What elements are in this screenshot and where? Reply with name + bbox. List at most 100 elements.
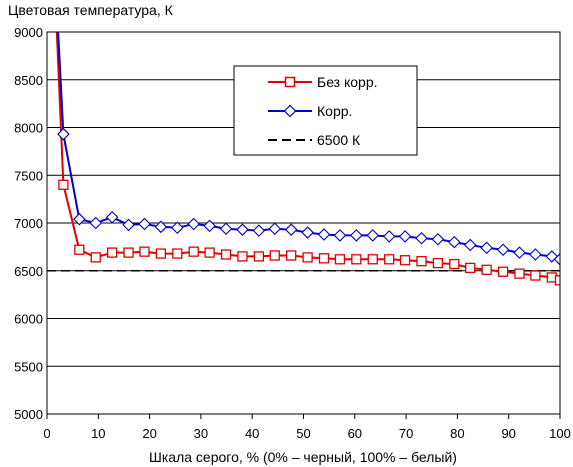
x-tick-label: 100 bbox=[549, 426, 571, 441]
y-tick-label: 6500 bbox=[14, 264, 43, 279]
series-0 bbox=[55, 32, 560, 286]
data-point bbox=[73, 212, 86, 226]
legend-marker-square bbox=[284, 76, 296, 88]
y-tick-label: 9000 bbox=[14, 25, 43, 40]
x-tick-label: 40 bbox=[245, 426, 259, 441]
data-point bbox=[367, 254, 378, 265]
x-tick-label: 70 bbox=[399, 426, 413, 441]
data-point bbox=[286, 250, 297, 261]
data-point bbox=[252, 224, 266, 237]
legend-box bbox=[233, 65, 418, 156]
x-tick-label: 60 bbox=[348, 426, 362, 441]
y-tick-label: 8000 bbox=[14, 121, 43, 136]
data-point bbox=[497, 266, 509, 277]
legend-item-korr: Корр. bbox=[268, 103, 352, 119]
legend-label: Без корр. bbox=[317, 74, 378, 90]
data-point bbox=[496, 243, 510, 257]
x-tick-label: 50 bbox=[296, 426, 310, 441]
legend-item-6500k: 6500 К bbox=[268, 132, 361, 148]
data-point bbox=[514, 268, 525, 279]
data-point bbox=[105, 210, 119, 224]
legend: Без корр. Корр. 6500 К bbox=[233, 65, 418, 156]
data-point bbox=[432, 257, 444, 269]
data-point bbox=[366, 229, 380, 242]
series-1 bbox=[57, 32, 560, 266]
data-point bbox=[57, 127, 70, 141]
x-tick-label: 30 bbox=[194, 426, 208, 441]
data-point bbox=[172, 248, 183, 259]
data-point bbox=[399, 255, 411, 266]
data-point bbox=[333, 229, 347, 242]
data-point bbox=[317, 228, 331, 241]
data-point bbox=[318, 253, 330, 264]
plot-frame bbox=[46, 31, 561, 415]
data-point bbox=[171, 221, 184, 235]
data-point bbox=[203, 219, 216, 233]
data-point bbox=[431, 232, 445, 246]
data-point bbox=[284, 223, 298, 236]
data-point bbox=[415, 232, 428, 245]
data-point bbox=[58, 179, 69, 190]
data-point bbox=[334, 254, 346, 265]
data-point bbox=[416, 256, 427, 267]
legend-label: 6500 К bbox=[317, 132, 361, 148]
data-point bbox=[384, 254, 395, 265]
y-axis-title: Цветовая температура, К bbox=[8, 2, 174, 18]
data-point bbox=[122, 218, 135, 232]
x-tick-label: 80 bbox=[450, 426, 464, 441]
data-point bbox=[74, 244, 85, 255]
data-point bbox=[188, 246, 199, 257]
legend-marker-diamond bbox=[283, 104, 297, 118]
tick-labels: 5000 5500 6000 6500 7000 7500 8000 8500 9000 0 10 2… bbox=[14, 25, 571, 441]
data-point bbox=[154, 220, 168, 234]
y-tick-label: 5500 bbox=[14, 359, 43, 374]
data-point bbox=[155, 248, 167, 259]
data-point bbox=[529, 248, 542, 261]
data-point bbox=[351, 254, 362, 265]
data-point bbox=[268, 222, 282, 236]
data-point bbox=[463, 238, 477, 252]
data-point bbox=[465, 262, 476, 274]
data-point bbox=[139, 246, 150, 257]
legend-label: Корр. bbox=[317, 103, 352, 119]
x-tick-label: 90 bbox=[501, 426, 515, 441]
y-tick-label: 6000 bbox=[14, 312, 43, 327]
x-tick-label: 20 bbox=[142, 426, 156, 441]
x-tick-label: 10 bbox=[91, 426, 105, 441]
legend-item-bez-korr: Без корр. bbox=[268, 74, 378, 90]
data-point bbox=[123, 247, 134, 258]
data-point bbox=[90, 252, 101, 263]
data-point bbox=[448, 235, 461, 249]
data-point bbox=[530, 270, 541, 281]
y-tick-label: 5000 bbox=[14, 407, 43, 422]
y-tick-label: 8500 bbox=[14, 73, 43, 88]
data-point bbox=[553, 253, 560, 266]
data-point bbox=[138, 217, 151, 231]
data-point bbox=[350, 229, 363, 242]
data-point bbox=[237, 251, 248, 262]
data-point bbox=[269, 250, 280, 261]
data-point bbox=[204, 247, 215, 258]
x-axis-title: Шкала серого, % (0% – черный, 100% – бел… bbox=[149, 449, 457, 465]
data-point bbox=[398, 230, 412, 243]
data-point bbox=[554, 275, 560, 286]
data-point bbox=[253, 251, 265, 262]
data-point bbox=[382, 230, 396, 243]
series-layer bbox=[47, 32, 560, 286]
data-point bbox=[187, 217, 200, 231]
data-point bbox=[107, 247, 118, 258]
y-tick-label: 7500 bbox=[14, 168, 43, 183]
data-point bbox=[513, 246, 526, 259]
data-point bbox=[219, 222, 233, 236]
data-point bbox=[481, 264, 492, 275]
data-point bbox=[89, 216, 103, 230]
data-point bbox=[480, 241, 493, 255]
data-point bbox=[302, 252, 313, 263]
data-point bbox=[301, 226, 314, 239]
data-point bbox=[449, 258, 460, 270]
data-point bbox=[220, 249, 232, 260]
y-tick-label: 7000 bbox=[14, 216, 43, 231]
data-point bbox=[236, 223, 249, 236]
x-tick-label: 0 bbox=[43, 426, 50, 441]
